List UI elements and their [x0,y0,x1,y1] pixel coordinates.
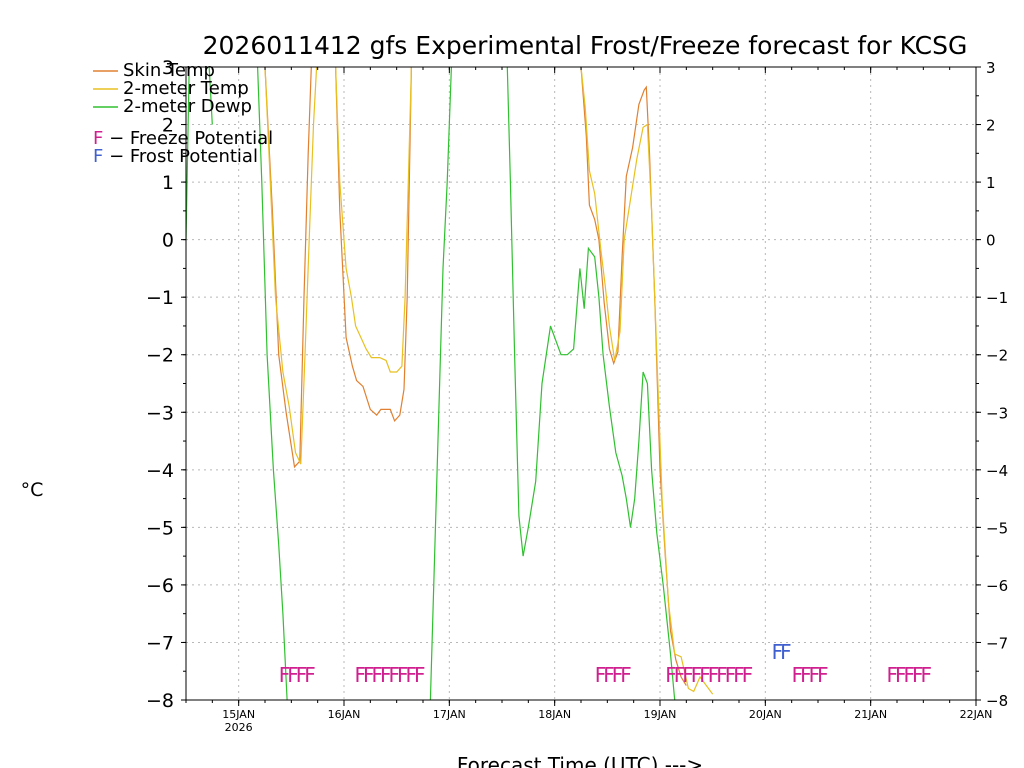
series-line-2-meter-temp [580,67,714,695]
y-tick-label-right: −4 [986,462,1008,480]
x-tick-label: 19JAN [644,708,677,721]
freeze-potential-flag: FFFF [595,663,632,687]
y-tick-label: −7 [146,632,174,654]
y-tick-label-right: 2 [986,117,996,135]
freeze-potential-flag: FFFF [279,663,316,687]
plot-frame [185,66,977,701]
x-tick-label: 21JAN [854,708,887,721]
y-tick-label-right: −3 [986,404,1008,422]
series-line-2-meter-temp [335,67,412,373]
x-tick-label: 20JAN [749,708,782,721]
legend-flag-entry: F − Freeze Potential [93,128,273,149]
y-tick-label: 0 [162,230,174,252]
potential-flags: FFFF FFFFFFFF FFFF FFFFFFFFFF FFFF FFFFFFF [279,640,935,687]
x-tick-label: 18JAN [538,708,571,721]
y-tick-label-right: 0 [986,232,996,250]
legend-flag-text: − Freeze Potential [103,128,273,149]
frost-potential-flag: FF [772,640,792,664]
x-tick-label: 17JAN [433,708,466,721]
y-tick-label: 2 [162,115,174,137]
series-line-skin-temp [580,67,687,686]
freeze-potential-flag: FFFFFFFFFF [665,663,753,687]
x-tick-sublabel: 2026 [225,721,253,734]
y-tick-label: −2 [146,345,174,367]
y-tick-label: −4 [146,460,174,482]
y-tick-label: −8 [146,690,174,712]
axes: −8 −8 −7 −7 −6 −6 −5 −5 −4 −4 −3 −3 −2 −2 −1 −1 0 0 1 1 2 2 3 3… [146,57,1008,734]
legend-flag-entry: F − Frost Potential [93,146,258,167]
legend-entry-label: 2-meter Dewp [123,96,252,117]
series-line-2-meter-dewp [208,67,213,125]
series-line-2-meter-dewp [257,67,288,700]
y-tick-label: −3 [146,402,174,424]
freeze-potential-flag: FFFFFFFF [355,663,426,687]
legend-flag-letter: F [93,128,103,149]
series-lines [186,67,714,700]
y-tick-label-right: −1 [986,289,1008,307]
y-tick-label-right: 1 [986,174,996,192]
chart-title: 2026011412 gfs Experimental Frost/Freeze… [203,31,968,60]
series-line-2-meter-dewp [186,67,190,240]
y-axis-label: °C [21,479,44,501]
y-tick-label: 1 [162,172,174,194]
y-tick-label: −1 [146,287,174,309]
series-line-2-meter-temp [264,67,318,465]
y-tick-label-right: −2 [986,347,1008,365]
freeze-potential-flag: FFFF [792,663,829,687]
y-tick-label-right: 3 [986,59,996,77]
series-line-skin-temp [335,67,412,423]
x-axis-label: Forecast Time (UTC) ---> [457,753,703,768]
y-tick-label-right: −6 [986,577,1008,595]
grid-lines [186,67,976,700]
y-tick-label-right: −5 [986,519,1008,537]
series-line-2-meter-dewp [506,67,676,700]
x-tick-label: 15JAN [222,708,255,721]
legend-flag-text: − Frost Potential [103,146,258,167]
y-tick-label: −5 [146,517,174,539]
legend-entry-label: Skin Temp [123,60,215,81]
legend-entry-label: 2-meter Temp [123,78,249,99]
freeze-potential-flag: FFFFF [886,663,931,687]
y-tick-label-right: −7 [986,634,1008,652]
x-tick-label: 22JAN [960,708,993,721]
y-tick-label: −6 [146,575,174,597]
legend-flag-letter: F [93,146,103,167]
series-line-skin-temp [264,67,312,469]
series-line-2-meter-dewp [429,67,452,700]
x-tick-label: 16JAN [328,708,361,721]
y-tick-label-right: −8 [986,692,1008,710]
y-tick-label: 3 [162,57,174,79]
